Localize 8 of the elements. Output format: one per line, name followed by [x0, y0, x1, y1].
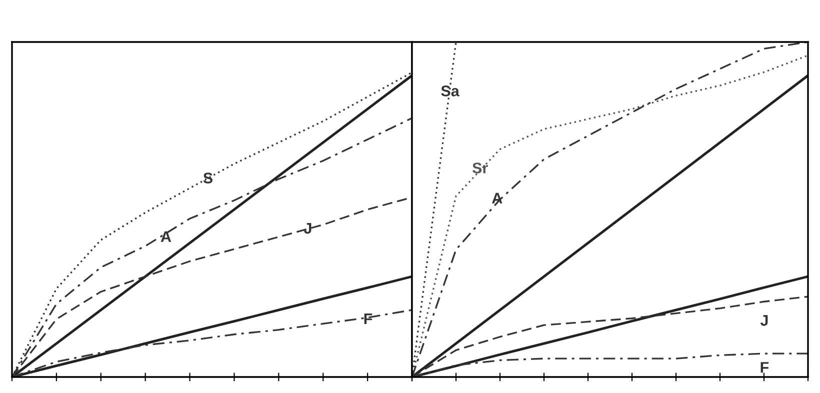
- series-label: S: [203, 172, 212, 184]
- series-label: Sr: [472, 162, 488, 174]
- series-label: Sa: [441, 86, 460, 96]
- series-label: J: [304, 223, 312, 234]
- series-label: J: [760, 315, 768, 326]
- series-label: F: [364, 313, 372, 324]
- series-label: A: [160, 231, 172, 242]
- series-label: F: [760, 362, 769, 373]
